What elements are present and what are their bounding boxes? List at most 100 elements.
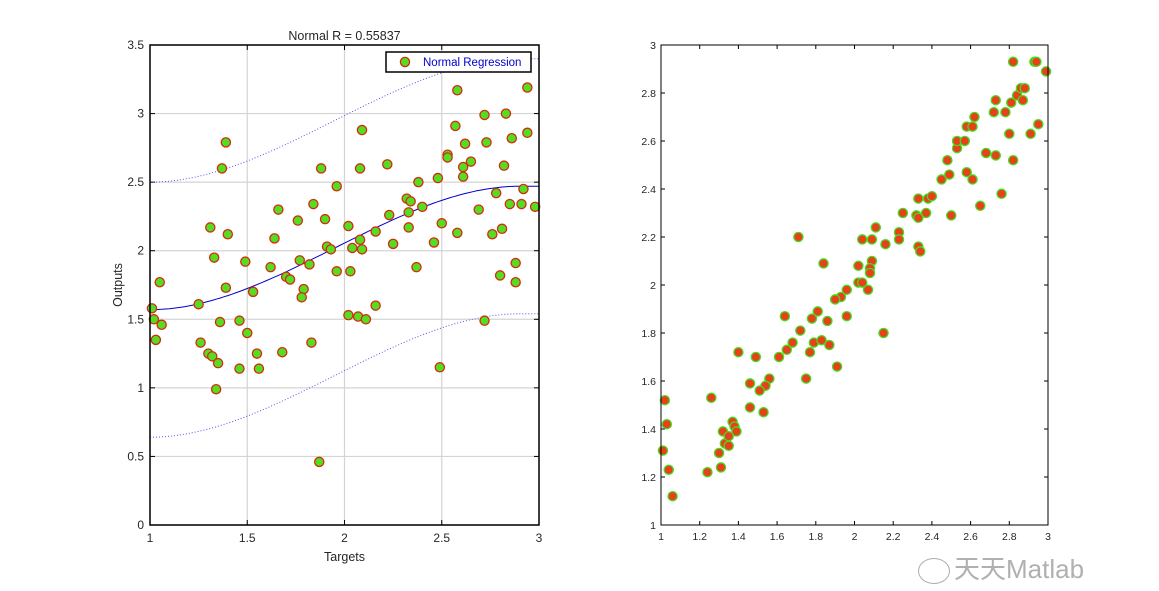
x-tick-label: 1.6 — [770, 531, 785, 543]
data-point — [347, 242, 358, 254]
data-point — [795, 325, 806, 336]
data-point — [667, 490, 678, 502]
y-tick-label: 1 — [137, 381, 144, 395]
data-point — [234, 363, 245, 374]
data-point — [216, 163, 228, 174]
data-point — [195, 337, 206, 348]
data-point — [920, 207, 932, 219]
data-point — [988, 106, 1000, 118]
data-point — [383, 209, 395, 221]
data-point — [996, 188, 1007, 200]
axes-box — [660, 44, 1049, 526]
data-point — [758, 406, 769, 418]
chart-title: Normal R = 0.55837 — [288, 29, 400, 43]
data-point — [251, 348, 263, 359]
data-point — [975, 200, 986, 212]
watermark-text: 天天Matlab — [954, 554, 1085, 584]
data-point — [897, 207, 909, 219]
y-tick-label: 0 — [137, 518, 144, 532]
y-tick-label: 0.5 — [127, 449, 144, 463]
data-point — [296, 292, 307, 303]
x-tick-label: 1.4 — [731, 531, 746, 543]
y-tick-label: 1.4 — [641, 424, 656, 436]
data-point — [292, 215, 304, 226]
y-tick-label: 1.2 — [641, 472, 656, 484]
data-point — [220, 137, 232, 148]
data-point — [915, 246, 926, 257]
legend — [385, 51, 532, 73]
data-point — [360, 314, 372, 325]
x-tick-label: 2.6 — [963, 531, 978, 543]
data-point — [750, 351, 762, 363]
data-point — [284, 274, 296, 285]
data-point — [494, 270, 506, 281]
data-point — [212, 357, 224, 369]
data-point — [304, 259, 315, 270]
data-point — [405, 196, 416, 207]
data-point — [779, 310, 791, 322]
data-point — [969, 111, 980, 123]
data-point — [510, 257, 521, 269]
x-tick-label: 2 — [341, 531, 348, 545]
data-point — [1019, 82, 1031, 94]
upper-confidence-band — [150, 58, 539, 183]
data-point — [926, 190, 938, 202]
data-point — [154, 277, 165, 288]
y-tick-label: 2.5 — [127, 175, 144, 189]
y-axis-label: Outputs — [111, 263, 125, 307]
data-point — [715, 462, 727, 473]
y-tick-label: 2.8 — [641, 88, 656, 100]
data-point — [1033, 118, 1044, 130]
x-tick-label: 2.8 — [1002, 531, 1017, 543]
data-point — [1000, 106, 1011, 118]
data-point — [277, 346, 288, 358]
data-point — [222, 229, 234, 240]
data-point — [944, 169, 955, 180]
data-point — [723, 430, 734, 442]
data-point — [240, 256, 251, 267]
data-point — [856, 277, 868, 288]
data-point — [331, 266, 342, 277]
data-point — [370, 226, 381, 237]
data-point — [967, 121, 978, 132]
data-point — [206, 351, 218, 362]
data-point — [812, 306, 823, 317]
data-point — [806, 313, 818, 324]
data-point — [804, 346, 816, 358]
watermark: 天天Matlab — [918, 554, 1085, 585]
x-tick-label: 1.8 — [808, 531, 823, 543]
x-tick-label: 3 — [536, 531, 543, 545]
data-point — [319, 213, 331, 225]
x-tick-label: 1.5 — [239, 531, 256, 545]
data-point — [959, 135, 971, 147]
data-point — [313, 456, 325, 468]
data-point — [356, 124, 368, 136]
data-point — [434, 362, 446, 373]
data-point — [723, 440, 734, 452]
data-point — [411, 261, 422, 273]
data-point — [294, 255, 306, 266]
axes-1 — [146, 44, 541, 526]
data-point — [518, 183, 529, 195]
data-point — [345, 266, 356, 277]
data-point — [210, 383, 222, 395]
data-point — [428, 237, 440, 248]
data-point — [432, 172, 444, 184]
data-point — [831, 361, 843, 372]
data-point — [308, 198, 319, 210]
x-tick-label: 1.2 — [692, 531, 707, 543]
y-tick-label: 3 — [650, 40, 656, 52]
data-point — [487, 229, 498, 240]
data-point — [880, 238, 891, 250]
y-tick-label: 2 — [137, 244, 144, 258]
data-point — [331, 181, 342, 192]
data-point — [417, 201, 428, 213]
data-point — [942, 154, 953, 166]
data-point — [1025, 128, 1036, 140]
data-point — [325, 244, 337, 255]
data-point — [496, 223, 508, 235]
data-point — [193, 298, 204, 310]
y-tick-label: 2 — [650, 280, 656, 292]
data-point — [862, 284, 874, 296]
data-point — [214, 316, 226, 328]
